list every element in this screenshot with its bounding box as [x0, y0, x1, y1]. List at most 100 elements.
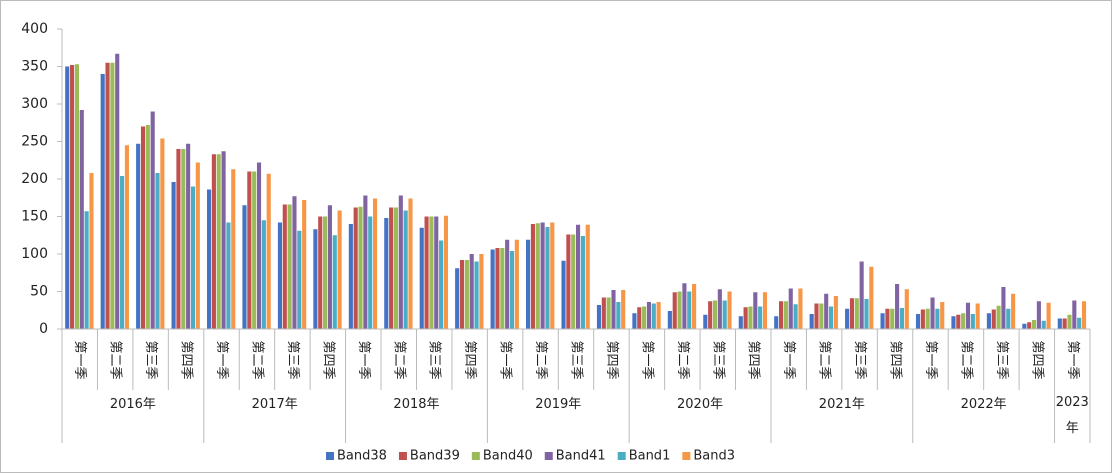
- bar: [120, 176, 125, 329]
- bar: [1046, 302, 1051, 329]
- y-tick-label: 150: [21, 209, 48, 225]
- bar: [632, 313, 637, 329]
- group-label-box: 2020年: [677, 397, 723, 412]
- x-tick-label: 第二季: [675, 340, 690, 379]
- bar: [479, 254, 484, 329]
- legend-label: Band1: [629, 449, 671, 464]
- bar: [1036, 301, 1041, 329]
- bar: [1067, 314, 1072, 329]
- bar: [762, 292, 768, 329]
- bar: [242, 205, 247, 329]
- bar: [443, 215, 449, 329]
- x-tick-label: 第二季: [391, 340, 406, 379]
- group-label-box: 2021年: [819, 397, 865, 412]
- bar: [540, 222, 545, 329]
- x-tick-label: 第一季: [639, 340, 654, 379]
- bar: [216, 154, 221, 329]
- bar: [646, 302, 652, 329]
- bar: [585, 224, 590, 329]
- bar: [348, 224, 353, 329]
- bar: [1041, 320, 1046, 329]
- bar: [318, 216, 323, 329]
- x-tick-label: 第三季: [285, 340, 300, 379]
- bar: [424, 216, 429, 329]
- bar: [970, 314, 975, 329]
- bar: [495, 248, 500, 329]
- bar: [358, 206, 363, 329]
- bar: [514, 239, 519, 329]
- bar: [550, 222, 555, 329]
- bar: [124, 145, 129, 329]
- bar: [940, 302, 945, 329]
- bar: [337, 210, 342, 329]
- bar: [606, 297, 611, 329]
- bar: [561, 260, 566, 329]
- bar: [935, 308, 940, 329]
- bar: [880, 313, 885, 329]
- bar: [313, 229, 318, 329]
- bar: [327, 205, 332, 329]
- legend-label: Band39: [410, 449, 460, 464]
- bar: [783, 301, 788, 329]
- bar: [389, 207, 394, 329]
- legend-label: Band41: [556, 449, 606, 464]
- bar: [956, 314, 961, 329]
- bar: [996, 305, 1001, 329]
- bar: [748, 306, 753, 329]
- bar: [717, 289, 722, 329]
- bar: [616, 302, 621, 329]
- bar: [65, 66, 70, 329]
- x-tick-label: 第三季: [710, 340, 725, 379]
- bar: [393, 207, 399, 329]
- x-tick-label: 第二季: [958, 340, 973, 379]
- bar: [287, 204, 292, 329]
- bar: [682, 283, 687, 329]
- bar: [814, 303, 819, 329]
- group-label: 2022年: [960, 397, 1007, 412]
- bar: [576, 224, 581, 329]
- bar: [353, 207, 358, 329]
- bar: [845, 308, 850, 329]
- x-tick-label: 第四季: [462, 340, 477, 379]
- bar: [621, 290, 626, 329]
- x-tick-label: 第三季: [852, 340, 867, 379]
- bar: [505, 239, 510, 329]
- bar: [509, 251, 515, 329]
- bar: [256, 162, 262, 329]
- bar: [788, 288, 793, 329]
- bar: [854, 298, 859, 329]
- bar: [332, 235, 337, 329]
- group-label: 2019年: [535, 397, 582, 412]
- bar: [206, 189, 212, 329]
- bar: [247, 171, 252, 329]
- bar: [526, 239, 531, 329]
- bar: [266, 173, 271, 329]
- bar: [743, 307, 748, 329]
- bar: [930, 297, 935, 329]
- y-tick-label: 100: [21, 246, 48, 262]
- bar: [925, 308, 930, 329]
- bar: [368, 216, 373, 329]
- x-tick-label: 第一季: [214, 340, 229, 379]
- bar: [611, 290, 616, 329]
- group-label-box: 2022年: [960, 397, 1007, 412]
- bar: [429, 216, 434, 329]
- bar: [642, 306, 647, 329]
- bar: [580, 236, 585, 329]
- bar: [1011, 293, 1016, 329]
- bar: [828, 306, 834, 329]
- bar: [530, 224, 535, 329]
- x-tick-label: 第四季: [1029, 340, 1044, 379]
- bar: [190, 186, 196, 329]
- bar: [975, 303, 980, 329]
- bar: [181, 149, 186, 329]
- bar: [110, 62, 115, 329]
- bar: [84, 211, 89, 329]
- bar: [1077, 317, 1082, 329]
- x-tick-label: 第二季: [533, 340, 548, 379]
- bar: [859, 261, 864, 329]
- group-label-box: 2023年: [1056, 395, 1089, 436]
- bar: [885, 308, 890, 329]
- bar: [596, 305, 602, 329]
- bar: [738, 316, 743, 329]
